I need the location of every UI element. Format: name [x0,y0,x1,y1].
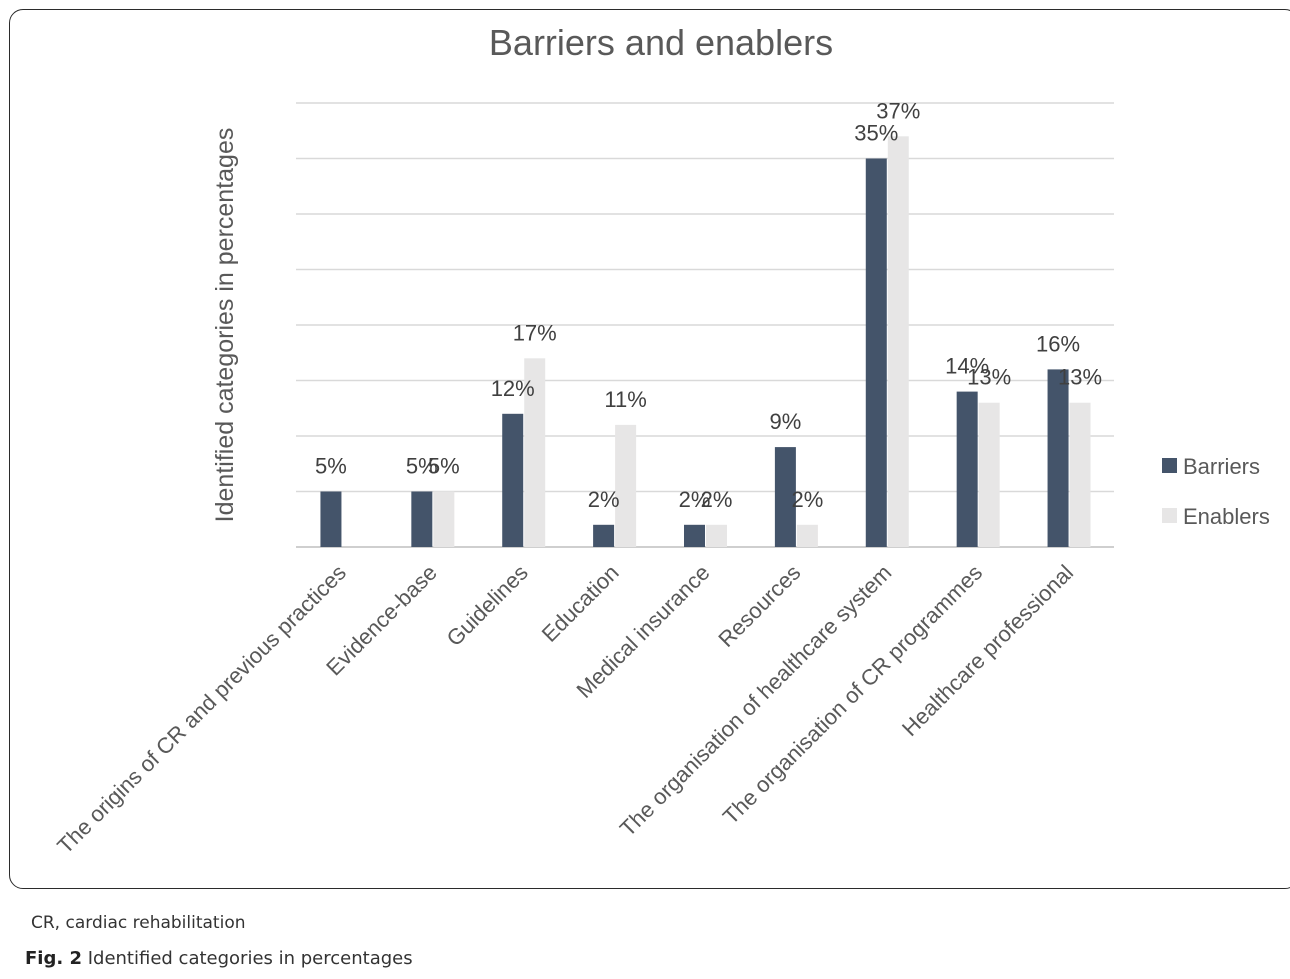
bar-barriers-4 [684,525,705,547]
data-label: 13% [1058,365,1102,390]
chart-title: Barriers and enablers [489,22,833,63]
legend: Barriers Enablers [1162,454,1270,529]
x-tick-labels: The origins of CR and previous practices… [52,560,1078,859]
data-label: 11% [604,387,646,412]
data-label: 13% [967,365,1011,390]
data-label: 17% [513,320,557,345]
bar-barriers-3 [593,525,614,547]
x-tick-label: Guidelines [442,560,533,651]
legend-label-enablers: Enablers [1183,504,1270,529]
data-label: 5% [315,454,347,479]
data-label: 16% [1036,331,1080,356]
bar-barriers-0 [320,492,341,548]
legend-label-barriers: Barriers [1183,454,1260,479]
footnote: CR, cardiac rehabilitation [31,913,246,933]
data-label: 9% [769,409,801,434]
bar-enablers-5 [797,525,818,547]
bar-enablers-7 [979,403,1000,547]
y-axis-label: Identified categories in percentages [211,128,239,523]
x-tick-label: Resources [713,560,805,652]
data-label: 37% [876,98,920,123]
bar-barriers-7 [957,392,978,547]
caption-text: Identified categories in percentages [88,948,413,969]
x-tick-label: Healthcare professional [897,560,1078,741]
data-label: 2% [791,487,823,512]
bar-barriers-8 [1048,369,1069,547]
data-label: 2% [588,487,620,512]
bar-barriers-1 [411,492,432,548]
bar-barriers-6 [866,159,887,548]
data-label: 5% [428,454,460,479]
bar-barriers-2 [502,414,523,547]
bar-enablers-6 [888,136,909,547]
bar-chart: Barriers and enablers Identified categor… [0,0,1290,900]
x-tick-label: The origins of CR and previous practices [52,560,351,859]
legend-swatch-barriers [1162,458,1177,473]
data-label: 12% [491,376,535,401]
legend-swatch-enablers [1162,508,1177,523]
bar-enablers-4 [706,525,727,547]
data-label: 2% [701,487,733,512]
bar-enablers-1 [433,492,454,548]
x-tick-label: Education [537,560,624,647]
bar-enablers-8 [1070,403,1091,547]
caption-label: Fig. 2 [25,948,82,969]
figure-caption: Fig. 2 Identified categories in percenta… [25,948,413,969]
data-label: 35% [854,121,898,146]
bars [320,136,1090,547]
